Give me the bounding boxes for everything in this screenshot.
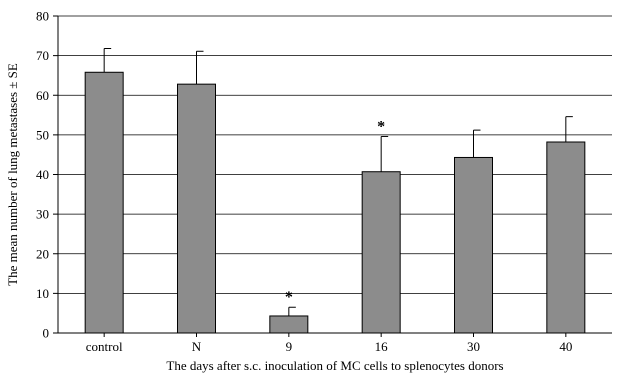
gridlines — [58, 15, 612, 294]
y-tick-label: 40 — [36, 167, 49, 182]
x-category-label: 9 — [286, 339, 293, 354]
significance-markers: ** — [285, 118, 385, 306]
bar — [361, 171, 401, 334]
y-axis-title: The mean number of lung metastases ± SE — [5, 63, 20, 286]
bars — [84, 71, 586, 334]
significance-marker: * — [285, 289, 293, 306]
y-tick-label: 10 — [36, 286, 49, 301]
x-category-label: control — [86, 339, 123, 354]
bar — [454, 156, 493, 334]
bar — [546, 141, 586, 334]
bar — [84, 71, 124, 334]
y-tick-label: 30 — [36, 207, 49, 222]
x-category-label: 40 — [559, 339, 572, 354]
significance-marker: * — [377, 118, 385, 135]
y-tick-label: 50 — [36, 127, 49, 142]
x-category-label: 30 — [467, 339, 480, 354]
error-bars — [103, 47, 573, 316]
y-tick-label: 70 — [36, 48, 49, 63]
y-tick-label: 80 — [36, 9, 49, 24]
y-tick-label: 60 — [36, 88, 49, 103]
bar — [269, 315, 309, 334]
x-category-label: 16 — [375, 339, 389, 354]
x-category-label: N — [192, 339, 202, 354]
y-tick-label: 0 — [43, 326, 50, 341]
x-axis-categories: control N 9 16 30 40 — [86, 333, 572, 354]
y-tick-label: 20 — [36, 246, 49, 261]
y-axis-ticks: 0 10 20 30 40 50 60 70 80 — [36, 9, 58, 341]
bar — [177, 83, 216, 334]
x-axis-title: The days after s.c. inoculation of MC ce… — [166, 358, 503, 373]
